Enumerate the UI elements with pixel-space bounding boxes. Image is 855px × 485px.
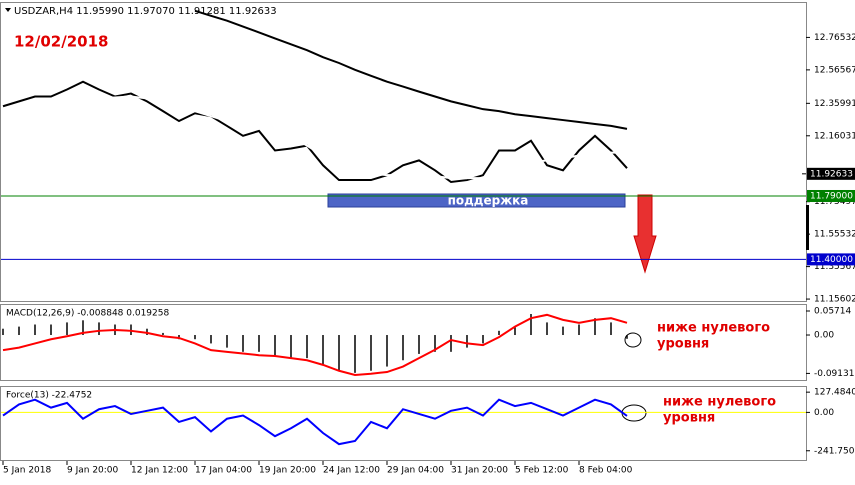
y-tick-label: 0.00 bbox=[814, 331, 834, 341]
y-tick-label: -0.091315 bbox=[814, 369, 855, 379]
x-tick-label: 5 Jan 2018 bbox=[3, 466, 51, 476]
y-tick-label: 0.00 bbox=[814, 408, 834, 418]
series-line bbox=[2, 80, 628, 184]
x-tick-label: 8 Feb 04:00 bbox=[579, 466, 633, 476]
x-tick-label: 12 Jan 12:00 bbox=[131, 466, 188, 476]
force-panel bbox=[0, 386, 807, 461]
y-tick-label: -241.7507 bbox=[814, 446, 855, 456]
menu-icon bbox=[5, 8, 11, 12]
chart-title: USDZAR,H4 11.95990 11.97070 11.91281 11.… bbox=[14, 6, 277, 17]
x-tick-label: 5 Feb 12:00 bbox=[515, 466, 569, 476]
level-label-bg bbox=[807, 189, 855, 202]
main-panel bbox=[0, 2, 807, 302]
annotation: уровня bbox=[663, 411, 715, 426]
series-line bbox=[2, 313, 628, 376]
series-line bbox=[2, 398, 628, 446]
level-label: 11.79000 bbox=[810, 191, 853, 201]
last-price-bg bbox=[807, 167, 855, 180]
last-price-label: 11.92633 bbox=[810, 169, 853, 179]
x-tick-label: 9 Jan 20:00 bbox=[67, 466, 119, 476]
series-line bbox=[194, 9, 628, 130]
date-label: 12/02/2018 bbox=[14, 33, 108, 51]
y-tick-label: 12.16031 bbox=[814, 131, 855, 141]
y-tick-label: 11.55532 bbox=[814, 230, 855, 240]
y-tick-label: 127.4840 bbox=[814, 388, 855, 398]
x-tick-label: 29 Jan 04:00 bbox=[387, 466, 444, 476]
x-tick-label: 31 Jan 20:00 bbox=[451, 466, 508, 476]
y-tick-label: 11.75497 bbox=[814, 197, 855, 207]
series-line bbox=[2, 95, 627, 180]
macd-panel bbox=[0, 304, 807, 381]
y-tick-label: 12.76532 bbox=[814, 33, 855, 43]
down-arrow bbox=[633, 194, 657, 274]
y-tick-label: 11.35567 bbox=[814, 262, 855, 272]
y-tick-label: 11.15602 bbox=[814, 295, 855, 305]
annotation: ниже нулевого bbox=[663, 395, 776, 410]
y-tick-label: 0.05714 bbox=[814, 306, 851, 316]
y-tick-label: 12.56567 bbox=[814, 65, 855, 75]
support-label: поддержка bbox=[448, 194, 529, 208]
level-label-bg bbox=[807, 253, 855, 266]
x-tick-label: 17 Jan 04:00 bbox=[195, 466, 252, 476]
level-label: 11.40000 bbox=[810, 255, 853, 265]
force-title: Force(13) -22.4752 bbox=[6, 391, 92, 401]
annotation: ниже нулевого bbox=[657, 321, 770, 336]
support-zone bbox=[327, 193, 626, 208]
annotation: уровня bbox=[657, 337, 709, 352]
x-tick-label: 19 Jan 20:00 bbox=[259, 466, 316, 476]
highlight-ellipse bbox=[624, 332, 642, 348]
scroll-marker bbox=[806, 205, 809, 250]
x-tick-label: 24 Jan 12:00 bbox=[323, 466, 380, 476]
macd-title: MACD(12,26,9) -0.008848 0.019258 bbox=[6, 309, 169, 319]
y-tick-label: 12.35991 bbox=[814, 99, 855, 109]
